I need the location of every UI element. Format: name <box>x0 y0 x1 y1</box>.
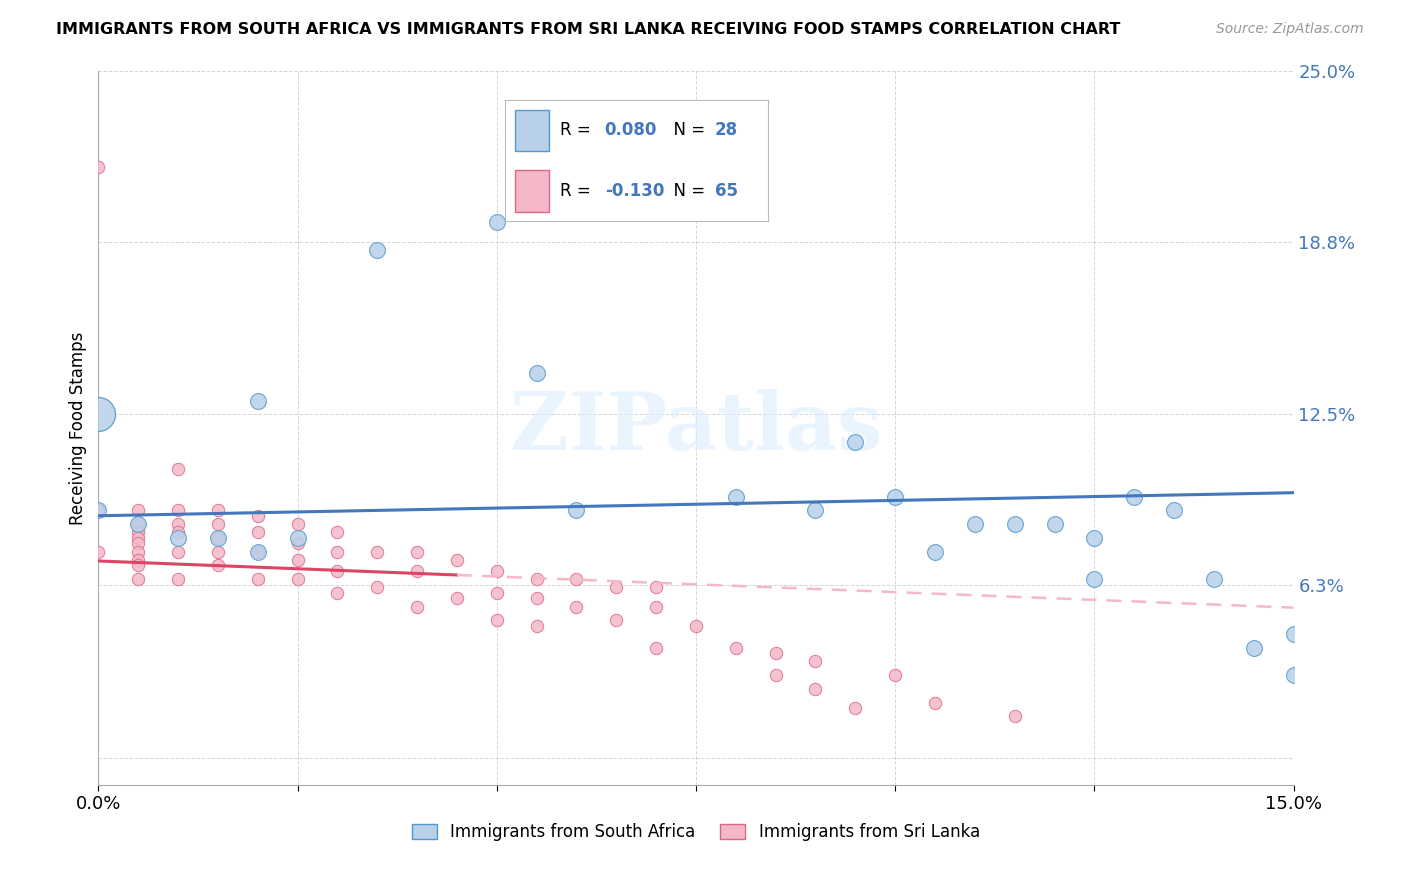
Point <box>485 613 508 627</box>
Point <box>127 525 149 540</box>
Point <box>924 696 946 710</box>
Point <box>326 586 349 600</box>
Point <box>167 462 190 476</box>
Text: Source: ZipAtlas.com: Source: ZipAtlas.com <box>1216 22 1364 37</box>
Point <box>446 591 468 606</box>
Point <box>526 591 548 606</box>
Point <box>605 580 627 594</box>
Point <box>645 640 668 655</box>
Point <box>287 553 309 567</box>
Point <box>287 572 309 586</box>
Point <box>526 366 548 380</box>
Point <box>127 553 149 567</box>
Point <box>207 517 229 532</box>
Point <box>287 517 309 532</box>
Point <box>127 517 149 532</box>
Point <box>167 572 190 586</box>
Point <box>127 544 149 558</box>
Point <box>127 517 149 532</box>
Point <box>246 544 269 558</box>
Point <box>207 558 229 573</box>
Point <box>167 531 190 545</box>
Point <box>127 531 149 545</box>
Point <box>246 544 269 558</box>
Point <box>207 531 229 545</box>
Point <box>87 408 110 422</box>
Point <box>366 544 388 558</box>
Point <box>167 503 190 517</box>
Point <box>87 544 110 558</box>
Point <box>924 544 946 558</box>
Point <box>724 640 747 655</box>
Point <box>485 586 508 600</box>
Legend: Immigrants from South Africa, Immigrants from Sri Lanka: Immigrants from South Africa, Immigrants… <box>405 817 987 848</box>
Point <box>485 564 508 578</box>
Point <box>765 668 787 682</box>
Point <box>366 243 388 257</box>
Point <box>246 508 269 523</box>
Point <box>406 599 429 614</box>
Point <box>326 564 349 578</box>
Point <box>406 564 429 578</box>
Point <box>207 544 229 558</box>
Point <box>884 490 907 504</box>
Point <box>844 434 866 449</box>
Point <box>127 536 149 550</box>
Point <box>167 544 190 558</box>
Point <box>207 503 229 517</box>
Point <box>1083 531 1105 545</box>
Point <box>804 655 827 669</box>
Point <box>326 544 349 558</box>
Point <box>1243 640 1265 655</box>
Point <box>1043 517 1066 532</box>
Point <box>446 553 468 567</box>
Point <box>87 161 110 175</box>
Point <box>1083 572 1105 586</box>
Point <box>246 393 269 408</box>
Text: ZIPatlas: ZIPatlas <box>510 389 882 467</box>
Point <box>485 215 508 229</box>
Point <box>87 503 110 517</box>
Point <box>127 503 149 517</box>
Point <box>127 558 149 573</box>
Point <box>207 531 229 545</box>
Point <box>167 525 190 540</box>
Point <box>1004 517 1026 532</box>
Point <box>1202 572 1225 586</box>
Point <box>645 599 668 614</box>
Point <box>1004 709 1026 723</box>
Point <box>1163 503 1185 517</box>
Point <box>765 646 787 660</box>
Point <box>246 525 269 540</box>
Text: IMMIGRANTS FROM SOUTH AFRICA VS IMMIGRANTS FROM SRI LANKA RECEIVING FOOD STAMPS : IMMIGRANTS FROM SOUTH AFRICA VS IMMIGRAN… <box>56 22 1121 37</box>
Point <box>1282 668 1305 682</box>
Point <box>565 572 588 586</box>
Point <box>526 619 548 633</box>
Point <box>287 531 309 545</box>
Y-axis label: Receiving Food Stamps: Receiving Food Stamps <box>69 332 87 524</box>
Point <box>1123 490 1146 504</box>
Point <box>526 572 548 586</box>
Point <box>366 580 388 594</box>
Point <box>127 572 149 586</box>
Point <box>565 503 588 517</box>
Point <box>685 619 707 633</box>
Point <box>87 503 110 517</box>
Point <box>804 503 827 517</box>
Point <box>963 517 986 532</box>
Point <box>844 701 866 715</box>
Point <box>804 681 827 696</box>
Point <box>724 490 747 504</box>
Point <box>605 613 627 627</box>
Point <box>246 572 269 586</box>
Point <box>406 544 429 558</box>
Point <box>1282 627 1305 641</box>
Point <box>326 525 349 540</box>
Point <box>645 580 668 594</box>
Point <box>287 536 309 550</box>
Point <box>884 668 907 682</box>
Point <box>565 599 588 614</box>
Point <box>167 517 190 532</box>
